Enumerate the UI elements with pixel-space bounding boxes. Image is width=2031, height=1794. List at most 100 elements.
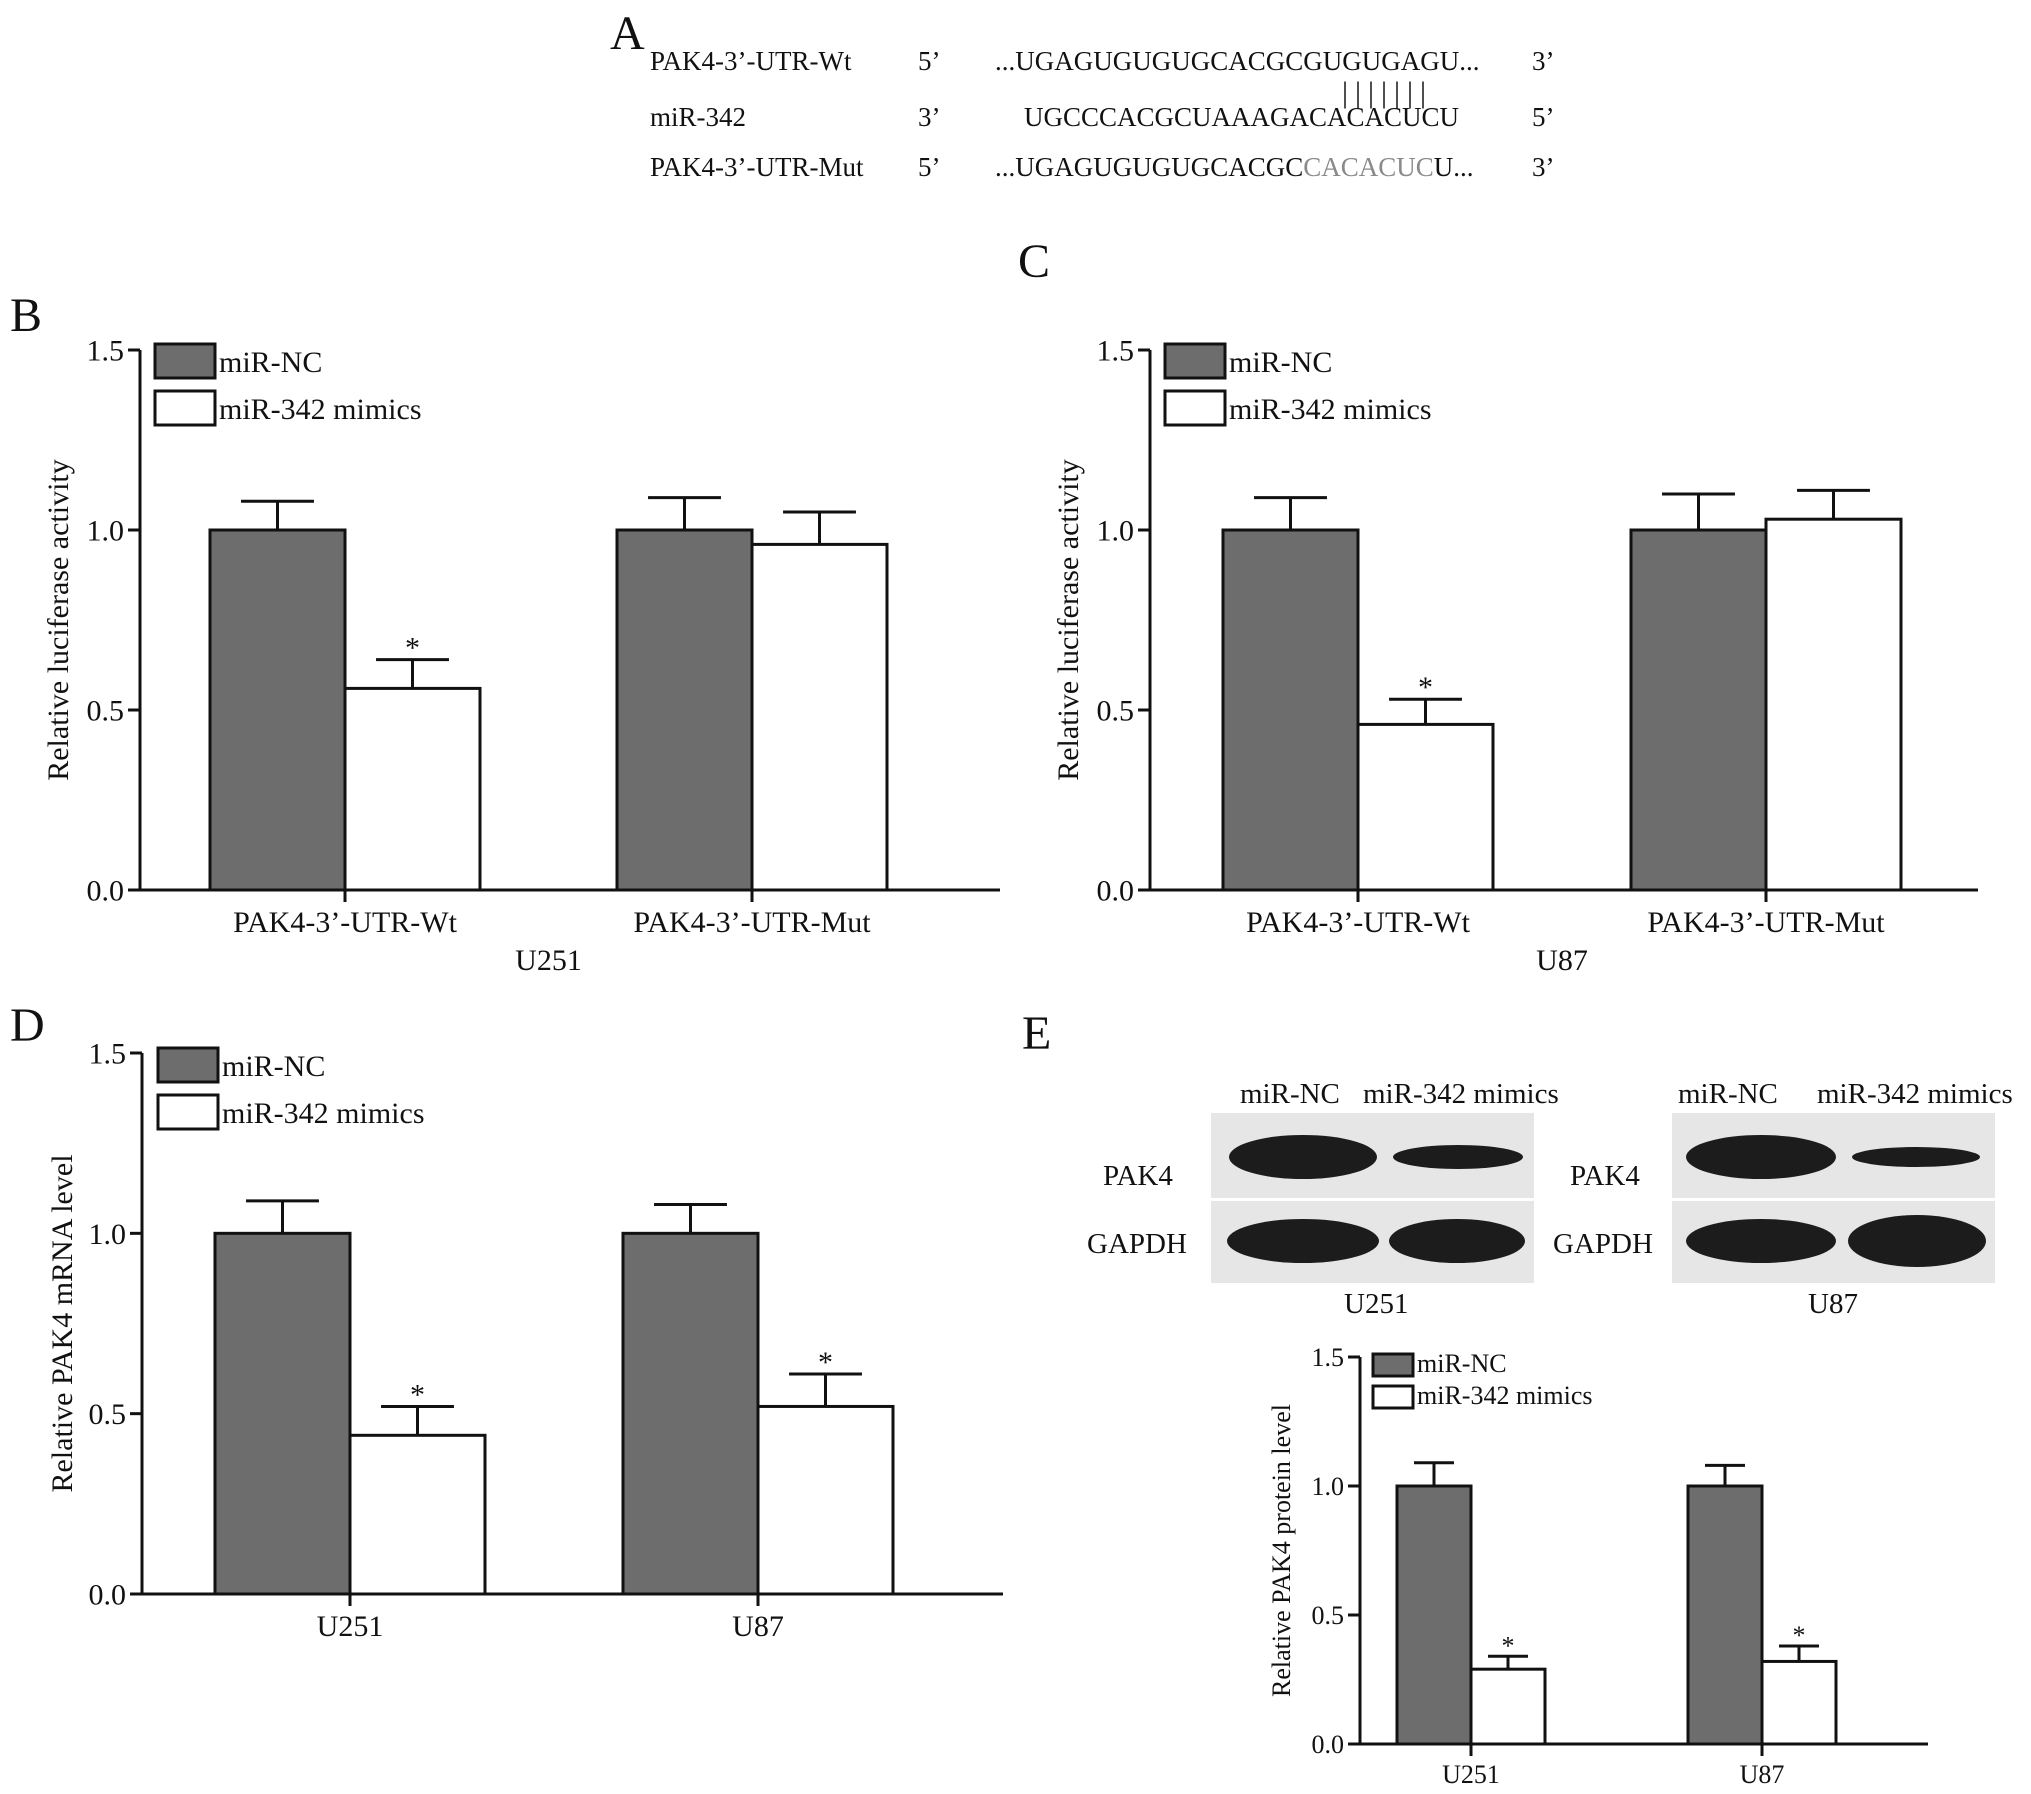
y-tick-label: 0.5 bbox=[1312, 1601, 1345, 1630]
x-axis-label: U251 bbox=[515, 944, 582, 977]
blot-cell-label: U251 bbox=[1344, 1288, 1409, 1320]
legend-swatch bbox=[156, 1046, 220, 1084]
blot-band bbox=[1686, 1219, 1836, 1263]
x-tick-label: PAK4-3’-UTR-Wt bbox=[1246, 906, 1471, 939]
y-tick-label: 0.5 bbox=[89, 1398, 127, 1431]
bar bbox=[1469, 1667, 1547, 1746]
y-tick-label: 0.5 bbox=[87, 695, 125, 728]
significance-mark: * bbox=[1418, 671, 1433, 704]
legend-swatch bbox=[1163, 389, 1227, 427]
y-tick-label: 1.5 bbox=[89, 1038, 127, 1071]
legend-label: miR-NC bbox=[1229, 346, 1332, 379]
base-pair-lines: ||||||| bbox=[1342, 76, 1434, 109]
blot-cell-label: U87 bbox=[1808, 1288, 1858, 1320]
x-tick-label: U87 bbox=[732, 1610, 784, 1643]
panel-letter-d: D bbox=[10, 999, 45, 1052]
blot-row-label: GAPDH bbox=[1553, 1228, 1653, 1260]
y-axis-label: Relative luciferase activity bbox=[42, 459, 75, 781]
legend-label: miR-NC bbox=[219, 346, 322, 379]
blot-band bbox=[1389, 1219, 1525, 1263]
sequence-end-5: 3’ bbox=[918, 102, 941, 132]
blot-row-label: GAPDH bbox=[1087, 1228, 1187, 1260]
blot-lane-label: miR-342 mimics bbox=[1363, 1078, 1559, 1110]
y-axis-label: Relative PAK4 protein level bbox=[1267, 1404, 1296, 1697]
significance-mark: * bbox=[405, 632, 420, 665]
bar bbox=[750, 542, 889, 892]
legend-label: miR-342 mimics bbox=[219, 393, 422, 426]
bar bbox=[1221, 528, 1360, 892]
significance-mark: * bbox=[818, 1346, 833, 1379]
sequence-end-3: 3’ bbox=[1532, 46, 1555, 76]
y-tick-label: 1.0 bbox=[89, 1218, 127, 1251]
sequence-row-wt: PAK4-3’-UTR-Wt 5’ ...UGAGUGUGUGCACGCGUGU… bbox=[650, 46, 1600, 80]
sequence-text: ...UGAGUGUGUGCACGCGUGUGAGU... bbox=[995, 46, 1480, 76]
x-tick-label: PAK4-3’-UTR-Mut bbox=[633, 906, 871, 939]
x-tick-label: U87 bbox=[1740, 1760, 1785, 1789]
significance-mark: * bbox=[410, 1378, 425, 1411]
blot-lane-label: miR-NC bbox=[1678, 1078, 1778, 1110]
sequence-row-mut: PAK4-3’-UTR-Mut 5’ ...UGAGUGUGUGCACGCCAC… bbox=[650, 152, 1600, 186]
y-tick-label: 1.0 bbox=[1312, 1472, 1345, 1501]
sequence-alignment: PAK4-3’-UTR-Wt 5’ ...UGAGUGUGUGCACGCGUGU… bbox=[650, 40, 1600, 190]
bar bbox=[756, 1404, 895, 1596]
y-tick-label: 1.5 bbox=[1312, 1343, 1345, 1372]
bar bbox=[208, 528, 347, 892]
x-axis-label: U87 bbox=[1536, 944, 1588, 977]
panel-letter-b: B bbox=[10, 289, 43, 342]
sequence-part-kept: ...UGAGUGUGUGCACGC bbox=[995, 152, 1304, 182]
sequence-part-tail: U... bbox=[1433, 152, 1474, 182]
bar bbox=[1395, 1484, 1473, 1746]
blot-strip bbox=[1672, 1201, 1995, 1283]
x-tick-label: U251 bbox=[317, 1610, 384, 1643]
blot-band bbox=[1686, 1135, 1836, 1179]
bar bbox=[1686, 1484, 1764, 1746]
blot-lane-label: miR-NC bbox=[1240, 1078, 1340, 1110]
sequence-row-mir: miR-342 3’ UGCCCACGCUAAAGACACACUCU 5’ bbox=[650, 102, 1600, 136]
sequence-name: miR-342 bbox=[650, 102, 747, 132]
sequence-part-mutated: CACACUC bbox=[1303, 152, 1434, 182]
legend-label: miR-NC bbox=[1417, 1349, 1507, 1378]
significance-mark: * bbox=[1793, 1621, 1806, 1650]
y-axis-label: Relative PAK4 mRNA level bbox=[46, 1154, 79, 1492]
panel-letter-a: A bbox=[610, 7, 645, 60]
y-tick-label: 1.5 bbox=[1097, 335, 1135, 368]
blot-lane-label: miR-342 mimics bbox=[1817, 1078, 2013, 1110]
legend-label: miR-NC bbox=[222, 1050, 325, 1083]
sequence-text: UGCCCACGCUAAAGACACACUCU bbox=[1024, 102, 1460, 132]
legend-swatch bbox=[153, 389, 217, 427]
x-tick-label: U251 bbox=[1442, 1760, 1500, 1789]
sequence-end-5: 5’ bbox=[918, 46, 941, 76]
legend-swatch bbox=[153, 342, 217, 380]
y-tick-label: 1.5 bbox=[87, 335, 125, 368]
blot-band bbox=[1393, 1145, 1523, 1169]
bar bbox=[1764, 517, 1903, 892]
y-tick-label: 0.0 bbox=[1097, 875, 1135, 908]
bar bbox=[621, 1231, 760, 1596]
y-tick-label: 1.0 bbox=[87, 515, 125, 548]
sequence-end-3: 5’ bbox=[1532, 102, 1555, 132]
bar bbox=[1356, 722, 1495, 892]
legend-swatch bbox=[1371, 1352, 1415, 1378]
sequence-name: PAK4-3’-UTR-Wt bbox=[650, 46, 852, 76]
blot-band bbox=[1848, 1215, 1986, 1267]
y-tick-label: 0.0 bbox=[87, 875, 125, 908]
bar bbox=[1629, 528, 1768, 892]
blot-band bbox=[1852, 1147, 1980, 1167]
blot-row-label: PAK4 bbox=[1570, 1160, 1640, 1192]
bar bbox=[343, 686, 482, 892]
y-tick-label: 0.0 bbox=[1312, 1730, 1345, 1759]
significance-mark: * bbox=[1502, 1631, 1515, 1660]
legend-label: miR-342 mimics bbox=[1417, 1381, 1593, 1410]
legend-swatch bbox=[1371, 1384, 1415, 1410]
x-tick-label: PAK4-3’-UTR-Wt bbox=[233, 906, 458, 939]
y-tick-label: 0.5 bbox=[1097, 695, 1135, 728]
sequence-name: PAK4-3’-UTR-Mut bbox=[650, 152, 864, 182]
sequence-end-5: 5’ bbox=[918, 152, 941, 182]
blot-row-label: PAK4 bbox=[1103, 1160, 1173, 1192]
blot-strip bbox=[1211, 1201, 1534, 1283]
x-tick-label: PAK4-3’-UTR-Mut bbox=[1647, 906, 1885, 939]
y-axis-label: Relative luciferase activity bbox=[1052, 459, 1085, 781]
sequence-text: ...UGAGUGUGUGCACGCCACACUCU... bbox=[995, 152, 1474, 183]
panel-letter-e: E bbox=[1022, 1007, 1052, 1060]
sequence-end-3: 3’ bbox=[1532, 152, 1555, 182]
